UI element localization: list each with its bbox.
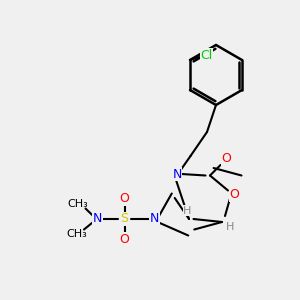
Text: Cl: Cl bbox=[200, 49, 213, 62]
Text: H: H bbox=[183, 206, 192, 216]
Text: S: S bbox=[121, 212, 128, 226]
Text: O: O bbox=[120, 192, 129, 206]
Text: O: O bbox=[222, 152, 231, 166]
Text: N: N bbox=[172, 167, 182, 181]
Text: N: N bbox=[150, 212, 159, 226]
Text: CH₃: CH₃ bbox=[66, 229, 87, 239]
Text: H: H bbox=[226, 221, 235, 232]
Text: O: O bbox=[120, 232, 129, 246]
Text: CH₃: CH₃ bbox=[68, 199, 88, 209]
Text: O: O bbox=[230, 188, 239, 202]
Text: N: N bbox=[93, 212, 102, 226]
